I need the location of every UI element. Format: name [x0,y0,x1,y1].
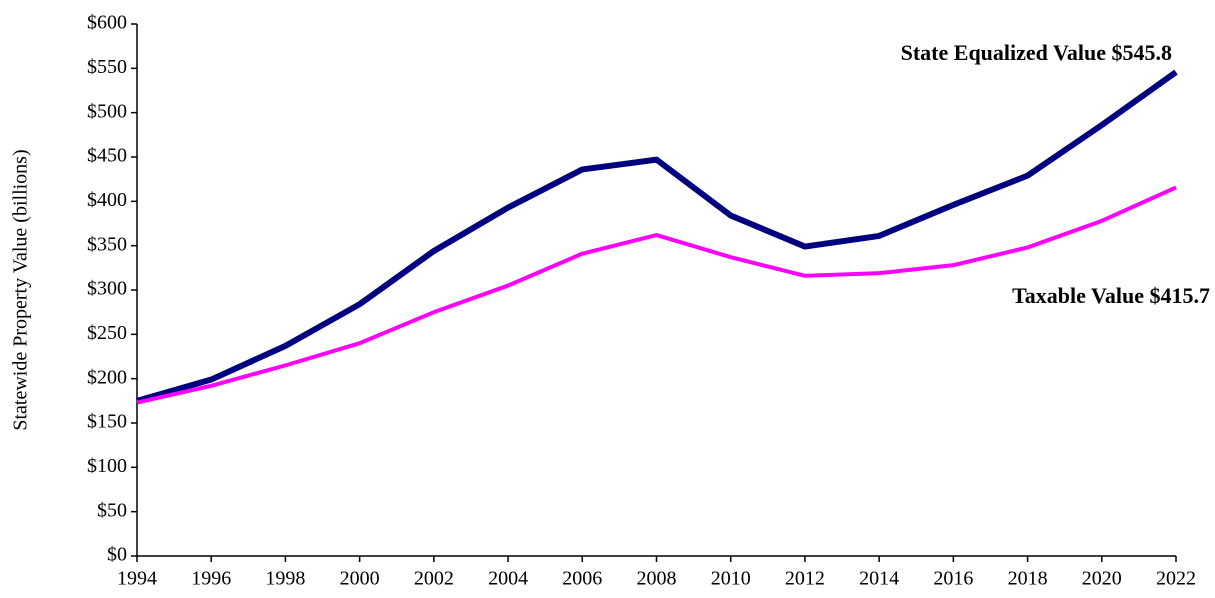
series-line [136,185,1177,405]
x-tick-label: 1996 [191,568,231,590]
series-label: State Equalized Value $545.8 [901,40,1172,65]
y-tick-label: $400 [87,189,127,211]
y-tick-label: $250 [87,322,127,344]
x-tick-label: 2000 [340,568,380,590]
y-tick-label: $300 [87,278,127,300]
y-tick-label: $100 [87,455,127,477]
y-tick-label: $450 [87,145,127,167]
x-tick-label: 2012 [785,568,825,590]
y-tick-label: $350 [87,233,127,255]
series-line [136,69,1178,404]
x-tick-label: 2002 [414,568,454,590]
x-tick-label: 1998 [265,568,305,590]
x-tick-label: 2018 [1008,568,1048,590]
y-tick-label: $600 [87,12,127,34]
y-tick-label: $50 [97,499,127,521]
x-tick-label: 2022 [1156,568,1196,590]
y-tick-label: $0 [107,544,127,566]
x-tick-label: 2014 [859,568,899,590]
x-tick-label: 2004 [488,568,528,590]
series-label: Taxable Value $415.7 [1012,283,1210,308]
x-tick-label: 2006 [562,568,602,590]
x-tick-label: 2010 [711,568,751,590]
y-tick-label: $150 [87,411,127,433]
y-tick-label: $550 [87,56,127,78]
x-tick-label: 2020 [1082,568,1122,590]
y-axis-label: Statewide Property Value (billions) [10,149,32,430]
y-tick-label: $200 [87,366,127,388]
x-tick-label: 1994 [117,568,157,590]
y-tick-label: $500 [87,100,127,122]
x-tick-label: 2008 [637,568,677,590]
x-tick-label: 2016 [933,568,973,590]
